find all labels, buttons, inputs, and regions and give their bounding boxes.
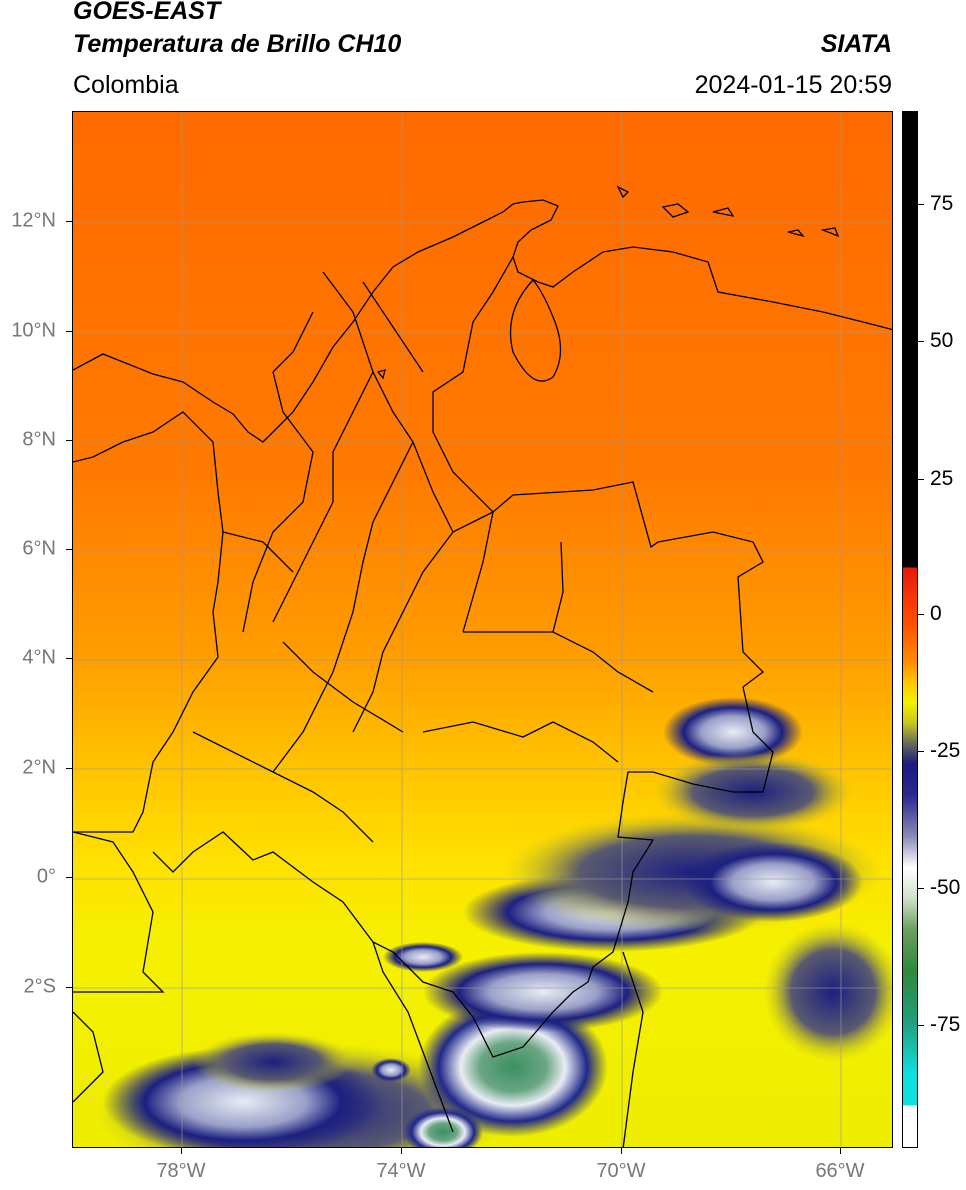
colorbar-tick xyxy=(918,204,924,205)
lat-tick xyxy=(66,987,72,988)
cloud-systems xyxy=(93,697,892,1147)
colorbar-label-50: 50 xyxy=(930,329,954,352)
lat-tick xyxy=(66,768,72,769)
colorbar-tick xyxy=(918,751,924,752)
colorbar-tick xyxy=(918,888,924,889)
lat-label-4n: 4°N xyxy=(22,646,56,669)
datetime-label: 2024-01-15 20:59 xyxy=(694,71,892,99)
lat-tick xyxy=(66,331,72,332)
lon-label-74w: 74°W xyxy=(376,1160,426,1182)
map-canvas xyxy=(73,112,892,1147)
lat-tick xyxy=(66,221,72,222)
lat-label-2n: 2°N xyxy=(22,756,56,779)
colorbar-tick xyxy=(918,341,924,342)
colorbar-label-25: 25 xyxy=(930,467,954,490)
colorbar-label-0: 0 xyxy=(930,602,942,625)
brightness-temperature-map xyxy=(72,111,893,1148)
lon-label-78w: 78°W xyxy=(156,1160,206,1182)
lon-tick xyxy=(401,1148,402,1154)
lon-tick xyxy=(181,1148,182,1154)
product-title: Temperatura de Brillo CH10 xyxy=(73,30,402,58)
region-label: Colombia xyxy=(73,71,179,99)
lat-tick xyxy=(66,549,72,550)
brand-label: SIATA xyxy=(820,30,892,58)
colorbar-label-75: 75 xyxy=(930,192,954,215)
colorbar-tick xyxy=(918,479,924,480)
colorbar-tick xyxy=(918,614,924,615)
lon-tick xyxy=(840,1148,841,1154)
lon-label-70w: 70°W xyxy=(596,1160,646,1182)
lat-label-10n: 10°N xyxy=(11,319,56,342)
lon-tick xyxy=(621,1148,622,1154)
colorbar-label-minus-25: -25 xyxy=(930,739,961,762)
colorbar xyxy=(902,111,918,1148)
borders xyxy=(73,185,892,1147)
lat-label-12n: 12°N xyxy=(11,209,56,232)
lat-tick xyxy=(66,877,72,878)
lat-label-2s: 2°S xyxy=(23,975,56,998)
colorbar-label-minus-75: -75 xyxy=(930,1013,961,1036)
lon-label-66w: 66°W xyxy=(815,1160,865,1182)
colorbar-tick xyxy=(918,1025,924,1026)
lat-label-0: 0° xyxy=(36,865,56,888)
colorbar-label-minus-50: -50 xyxy=(930,876,961,899)
lat-tick xyxy=(66,658,72,659)
lat-tick xyxy=(66,440,72,441)
satellite-title: GOES-EAST xyxy=(73,0,221,25)
lat-label-6n: 6°N xyxy=(22,537,56,560)
lat-label-8n: 8°N xyxy=(22,428,56,451)
